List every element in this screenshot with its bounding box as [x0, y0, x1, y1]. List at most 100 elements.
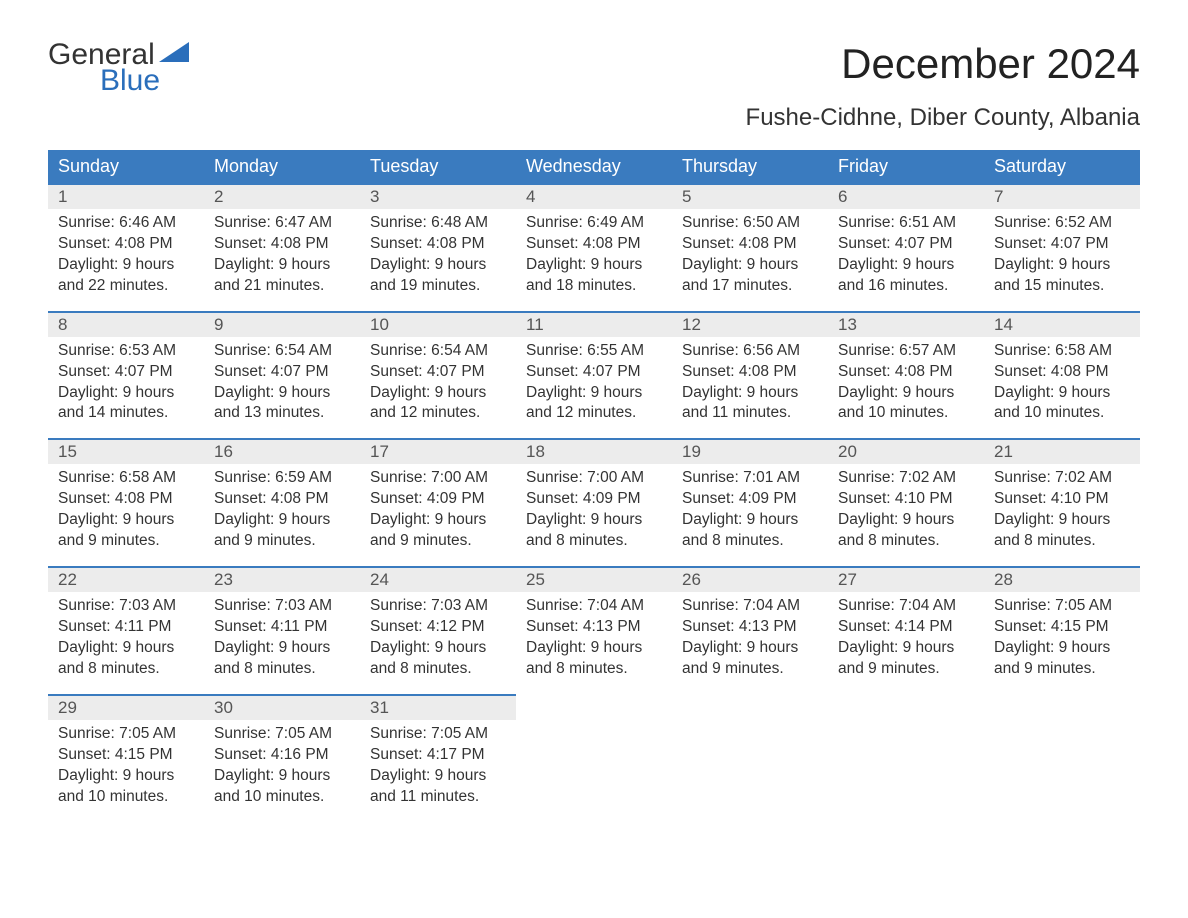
sunrise-text: Sunrise: 6:53 AM [58, 341, 194, 362]
day-number: 23 [204, 567, 360, 592]
sunrise-text: Sunrise: 7:02 AM [838, 468, 974, 489]
daylight-text-2: and 8 minutes. [58, 659, 194, 680]
day-number: 2 [204, 184, 360, 209]
day-cell: Sunrise: 6:53 AMSunset: 4:07 PMDaylight:… [48, 337, 204, 440]
week-daynum-row: 15161718192021 [48, 439, 1140, 464]
daylight-text-2: and 14 minutes. [58, 403, 194, 424]
week-daynum-row: 891011121314 [48, 312, 1140, 337]
sunrise-text: Sunrise: 6:50 AM [682, 213, 818, 234]
daylight-text-1: Daylight: 9 hours [214, 383, 350, 404]
sunrise-text: Sunrise: 7:04 AM [526, 596, 662, 617]
sunrise-text: Sunrise: 6:56 AM [682, 341, 818, 362]
sunset-text: Sunset: 4:08 PM [838, 362, 974, 383]
daylight-text-1: Daylight: 9 hours [370, 255, 506, 276]
day-number: 25 [516, 567, 672, 592]
sunset-text: Sunset: 4:09 PM [370, 489, 506, 510]
sunset-text: Sunset: 4:10 PM [994, 489, 1130, 510]
daylight-text-2: and 8 minutes. [214, 659, 350, 680]
day-cell: Sunrise: 6:56 AMSunset: 4:08 PMDaylight:… [672, 337, 828, 440]
sunset-text: Sunset: 4:08 PM [370, 234, 506, 255]
daylight-text-1: Daylight: 9 hours [682, 255, 818, 276]
daylight-text-1: Daylight: 9 hours [370, 766, 506, 787]
daylight-text-1: Daylight: 9 hours [682, 638, 818, 659]
day-number: 17 [360, 439, 516, 464]
col-saturday: Saturday [984, 150, 1140, 184]
day-number [984, 695, 1140, 720]
day-cell: Sunrise: 6:52 AMSunset: 4:07 PMDaylight:… [984, 209, 1140, 312]
sunrise-text: Sunrise: 6:58 AM [994, 341, 1130, 362]
day-cell: Sunrise: 7:04 AMSunset: 4:13 PMDaylight:… [516, 592, 672, 695]
sunset-text: Sunset: 4:08 PM [682, 234, 818, 255]
day-number: 31 [360, 695, 516, 720]
day-number: 15 [48, 439, 204, 464]
daylight-text-2: and 11 minutes. [682, 403, 818, 424]
daylight-text-2: and 11 minutes. [370, 787, 506, 808]
col-thursday: Thursday [672, 150, 828, 184]
daylight-text-1: Daylight: 9 hours [370, 638, 506, 659]
daylight-text-2: and 12 minutes. [370, 403, 506, 424]
day-number: 20 [828, 439, 984, 464]
day-number: 22 [48, 567, 204, 592]
daylight-text-1: Daylight: 9 hours [526, 383, 662, 404]
daylight-text-2: and 18 minutes. [526, 276, 662, 297]
day-cell: Sunrise: 6:54 AMSunset: 4:07 PMDaylight:… [204, 337, 360, 440]
sunrise-text: Sunrise: 6:47 AM [214, 213, 350, 234]
week-daynum-row: 22232425262728 [48, 567, 1140, 592]
day-number: 14 [984, 312, 1140, 337]
day-cell: Sunrise: 6:50 AMSunset: 4:08 PMDaylight:… [672, 209, 828, 312]
daylight-text-1: Daylight: 9 hours [370, 383, 506, 404]
day-number: 10 [360, 312, 516, 337]
daylight-text-2: and 19 minutes. [370, 276, 506, 297]
logo: General Blue [48, 40, 189, 96]
col-friday: Friday [828, 150, 984, 184]
sunset-text: Sunset: 4:13 PM [682, 617, 818, 638]
sunset-text: Sunset: 4:15 PM [58, 745, 194, 766]
week-daynum-row: 1234567 [48, 184, 1140, 209]
sunrise-text: Sunrise: 7:00 AM [526, 468, 662, 489]
sunrise-text: Sunrise: 7:03 AM [58, 596, 194, 617]
header: General Blue December 2024 [48, 40, 1140, 96]
sunrise-text: Sunrise: 7:05 AM [370, 724, 506, 745]
day-number: 12 [672, 312, 828, 337]
sunrise-text: Sunrise: 7:03 AM [370, 596, 506, 617]
col-tuesday: Tuesday [360, 150, 516, 184]
daylight-text-1: Daylight: 9 hours [838, 383, 974, 404]
daylight-text-1: Daylight: 9 hours [370, 510, 506, 531]
sunset-text: Sunset: 4:11 PM [58, 617, 194, 638]
daylight-text-2: and 9 minutes. [838, 659, 974, 680]
day-cell: Sunrise: 7:04 AMSunset: 4:14 PMDaylight:… [828, 592, 984, 695]
day-cell: Sunrise: 7:01 AMSunset: 4:09 PMDaylight:… [672, 464, 828, 567]
day-cell: Sunrise: 7:02 AMSunset: 4:10 PMDaylight:… [828, 464, 984, 567]
daylight-text-1: Daylight: 9 hours [994, 638, 1130, 659]
sunset-text: Sunset: 4:08 PM [526, 234, 662, 255]
sunrise-text: Sunrise: 6:58 AM [58, 468, 194, 489]
sunset-text: Sunset: 4:08 PM [58, 489, 194, 510]
day-cell: Sunrise: 7:02 AMSunset: 4:10 PMDaylight:… [984, 464, 1140, 567]
sunset-text: Sunset: 4:16 PM [214, 745, 350, 766]
sunrise-text: Sunrise: 7:02 AM [994, 468, 1130, 489]
logo-triangle-icon [159, 42, 189, 66]
daylight-text-1: Daylight: 9 hours [58, 766, 194, 787]
daylight-text-1: Daylight: 9 hours [58, 383, 194, 404]
daylight-text-2: and 9 minutes. [370, 531, 506, 552]
daylight-text-2: and 22 minutes. [58, 276, 194, 297]
day-cell [828, 720, 984, 822]
daylight-text-2: and 9 minutes. [994, 659, 1130, 680]
day-number: 4 [516, 184, 672, 209]
sunrise-text: Sunrise: 6:54 AM [370, 341, 506, 362]
day-number: 29 [48, 695, 204, 720]
daylight-text-1: Daylight: 9 hours [838, 638, 974, 659]
daylight-text-2: and 8 minutes. [370, 659, 506, 680]
sunrise-text: Sunrise: 6:48 AM [370, 213, 506, 234]
sunset-text: Sunset: 4:07 PM [370, 362, 506, 383]
day-number: 11 [516, 312, 672, 337]
daylight-text-2: and 17 minutes. [682, 276, 818, 297]
sunset-text: Sunset: 4:17 PM [370, 745, 506, 766]
page-title: December 2024 [841, 40, 1140, 88]
daylight-text-2: and 8 minutes. [526, 659, 662, 680]
daylight-text-2: and 10 minutes. [58, 787, 194, 808]
daylight-text-2: and 21 minutes. [214, 276, 350, 297]
sunset-text: Sunset: 4:09 PM [526, 489, 662, 510]
col-sunday: Sunday [48, 150, 204, 184]
day-number: 5 [672, 184, 828, 209]
